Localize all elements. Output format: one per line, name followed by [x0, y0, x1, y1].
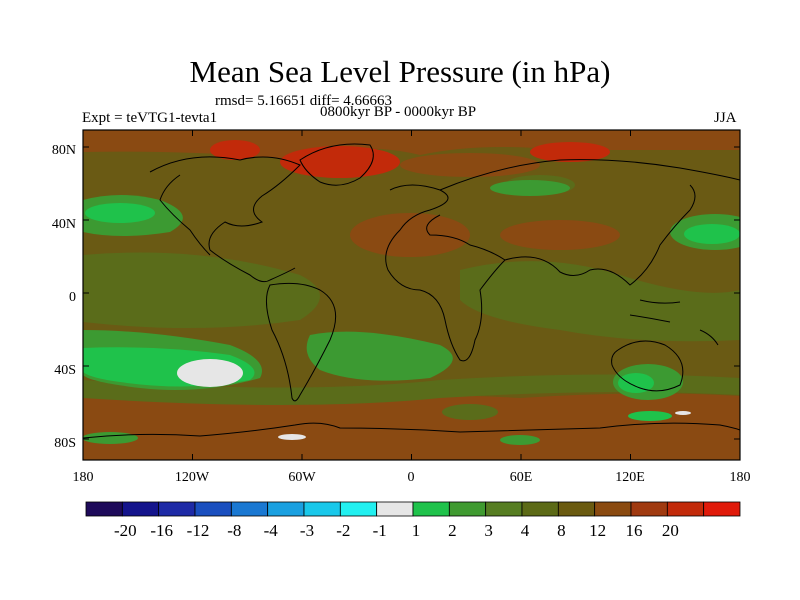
colorbar-swatch: [85, 501, 123, 517]
south-atlantic-green: [306, 331, 453, 381]
colorbar-label: 8: [557, 521, 566, 540]
colorbar-label: -3: [300, 521, 314, 540]
colorbar-label: -4: [264, 521, 279, 540]
lon-label-180w: 180: [73, 470, 94, 485]
colorbar-swatch: [230, 501, 269, 517]
asia-rust-patch: [500, 220, 620, 250]
colorbar-label: 20: [662, 521, 679, 540]
colorbar-swatch: [303, 501, 341, 517]
colorbar-swatch: [557, 501, 596, 517]
lat-label-40n: 40N: [52, 217, 76, 232]
lon-label-120e: 120E: [615, 470, 645, 485]
lat-label-0: 0: [69, 290, 76, 305]
colorbar-swatch: [412, 501, 450, 517]
coastlines: [83, 143, 740, 439]
colorbar-swatch: [485, 501, 523, 517]
indo-pacific-olive: [460, 261, 740, 342]
colorbar-label: -16: [150, 521, 173, 540]
colorbar-label: -1: [373, 521, 387, 540]
canada-red-max: [210, 140, 260, 160]
ross-sea-green: [83, 432, 138, 444]
colorbar-label: 4: [521, 521, 530, 540]
colorbar-label: 3: [484, 521, 493, 540]
colorbar-label: -12: [187, 521, 210, 540]
colorbar-swatch: [630, 501, 668, 517]
colorbar-swatch: [521, 501, 559, 517]
colorbar: [85, 501, 741, 517]
stats-text: rmsd= 5.16651 diff= 4.66663: [215, 93, 393, 109]
australia-coast: [611, 340, 684, 392]
atlantic-rust-patch: [350, 213, 470, 257]
map-title: Mean Sea Level Pressure (in hPa): [189, 54, 611, 89]
antarctic-gray-spot: [675, 411, 691, 415]
colorbar-label: -2: [336, 521, 350, 540]
colorbar-label: 1: [412, 521, 421, 540]
south-atlantic-olive: [442, 404, 498, 420]
colorbar-swatch: [121, 501, 160, 517]
north-america-coast: [149, 156, 301, 283]
greenland-coast: [299, 143, 374, 186]
asia-south-coast: [504, 184, 696, 286]
colorbar-swatch: [339, 501, 378, 517]
africa-europe-coast: [385, 184, 506, 362]
lat-label-40s: 40S: [54, 363, 76, 378]
colorbar-label: 12: [589, 521, 606, 540]
antarctic-gray-min: [278, 434, 306, 440]
south-america-coast: [266, 282, 337, 402]
lon-label-60e: 60E: [510, 470, 533, 485]
east-antarctic-green: [500, 435, 540, 445]
lon-label-180e: 180: [730, 470, 751, 485]
southern-ocean-olive: [83, 374, 740, 405]
colorbar-label: 2: [448, 521, 457, 540]
lat-label-80n: 80N: [52, 143, 76, 158]
eurasia-rust-patch: [400, 153, 540, 177]
period-label: 0800kyr BP - 0000kyr BP: [320, 104, 477, 120]
colorbar-label: 16: [626, 521, 643, 540]
north-america-west-coast: [159, 174, 211, 256]
lat-label-80s: 80S: [54, 436, 76, 451]
pressure-field: [83, 130, 740, 460]
lon-label-60w: 60W: [288, 470, 316, 485]
greenland-red-max: [280, 146, 400, 178]
siberia-red-max: [530, 142, 610, 162]
lon-label-120w: 120W: [175, 470, 210, 485]
colorbar-label: -20: [114, 521, 137, 540]
season-label: JJA: [714, 110, 737, 126]
east-pacific-olive: [83, 252, 320, 329]
maritime-continent-coast: [629, 299, 719, 346]
antarctic-coast-bright-green: [628, 411, 672, 421]
north-pacific-bright-green: [85, 203, 155, 223]
eurasia-north-coast: [439, 159, 740, 191]
colorbar-label: -8: [227, 521, 241, 540]
colorbar-labels: -20 -16 -12 -8 -4 -3 -2 -1 1 2 3 4 8 12 16 20: [114, 521, 679, 540]
colorbar-swatch: [158, 501, 196, 517]
antarctica-coast: [83, 422, 740, 439]
colorbar-swatch: [594, 501, 632, 517]
colorbar-swatch: [194, 501, 232, 517]
colorbar-swatch: [666, 501, 705, 517]
antarctic-rust-band: [83, 391, 740, 460]
eurasia-green-band: [490, 180, 570, 196]
colorbar-swatch: [376, 501, 414, 517]
axis-ticks: [82, 130, 741, 460]
colorbar-swatch: [448, 501, 487, 517]
lon-label-0: 0: [408, 470, 415, 485]
south-pacific-gray-min: [177, 359, 243, 387]
northwest-pacific-bright-green: [684, 224, 740, 244]
colorbar-swatch: [267, 501, 305, 517]
colorbar-swatch: [703, 501, 741, 517]
australia-bright-green: [618, 373, 654, 393]
experiment-label: Expt = teVTG1-tevta1: [82, 110, 218, 126]
